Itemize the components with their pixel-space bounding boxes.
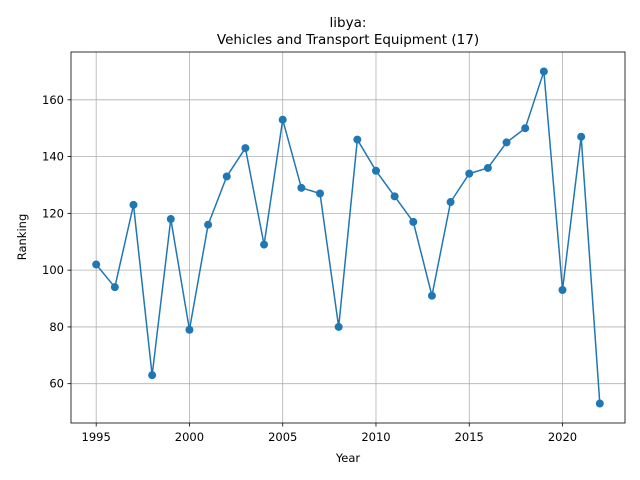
data-point: [465, 169, 474, 178]
x-tick-label: 2010: [361, 430, 390, 444]
data-point: [521, 124, 530, 133]
data-point: [148, 371, 157, 380]
y-tick-label: 60: [49, 377, 64, 391]
x-tick-label: 2000: [175, 430, 204, 444]
data-point: [595, 399, 604, 408]
plot-frame: [70, 51, 626, 424]
x-tick-label: 2020: [548, 430, 577, 444]
data-point: [297, 183, 306, 192]
y-tick-label: 120: [42, 206, 64, 220]
chart-title-line-2: Vehicles and Transport Equipment (17): [217, 32, 479, 48]
data-point: [577, 132, 586, 141]
y-tick-label: 100: [42, 263, 64, 277]
x-tick-label: 2015: [455, 430, 484, 444]
data-point: [353, 135, 362, 144]
data-point: [334, 322, 343, 331]
data-point: [316, 189, 325, 198]
data-point: [390, 192, 399, 201]
data-point: [483, 163, 492, 172]
y-tick-label: 160: [42, 93, 64, 107]
series: [92, 67, 604, 408]
data-point: [558, 286, 567, 295]
data-point: [92, 260, 101, 269]
data-point: [166, 215, 175, 224]
data-point: [409, 217, 418, 226]
data-point: [539, 67, 548, 76]
data-point: [222, 172, 231, 181]
grid: [71, 52, 625, 423]
y-axis-label: Ranking: [15, 214, 29, 261]
data-point: [278, 115, 287, 124]
y-tick-label: 80: [49, 320, 64, 334]
data-point: [110, 283, 119, 292]
data-point: [260, 240, 269, 249]
data-point: [502, 138, 511, 147]
x-axis-label: Year: [335, 451, 361, 465]
x-tick-label: 1995: [82, 430, 111, 444]
data-point: [241, 144, 250, 153]
x-tick-label: 2005: [268, 430, 297, 444]
axis-ticks: 1995 2000 2005 2010 2015 2020 60 80 100 120 140 160: [42, 93, 577, 444]
y-tick-label: 140: [42, 150, 64, 164]
data-point: [185, 325, 194, 334]
data-point: [371, 166, 380, 175]
data-point: [204, 220, 213, 229]
data-point: [446, 198, 455, 207]
series-line: [95, 70, 601, 404]
data-point: [427, 291, 436, 300]
chart-title-line-1: libya:: [330, 15, 367, 31]
data-point: [129, 200, 138, 209]
